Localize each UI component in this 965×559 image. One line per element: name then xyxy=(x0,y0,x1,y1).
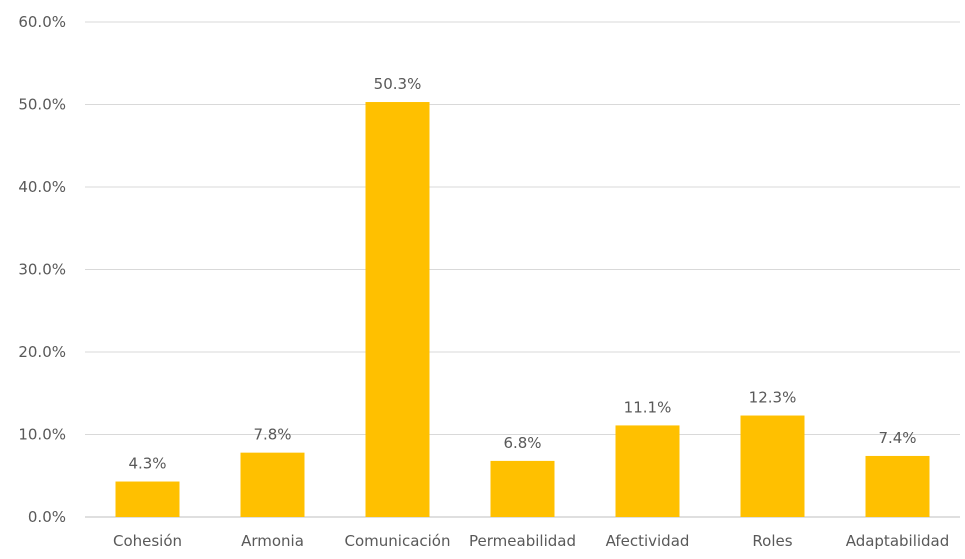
y-tick-label: 0.0% xyxy=(28,508,66,526)
x-tick-label: Permeabilidad xyxy=(469,532,576,550)
x-tick-label: Roles xyxy=(752,532,792,550)
y-tick-label: 40.0% xyxy=(18,178,66,196)
bar xyxy=(115,481,180,517)
bar xyxy=(615,425,680,517)
x-tick-label: Afectividad xyxy=(606,532,690,550)
x-tick-label: Cohesión xyxy=(113,532,182,550)
data-label: 11.1% xyxy=(624,398,672,416)
bar xyxy=(240,452,305,517)
data-label: 50.3% xyxy=(374,75,422,93)
y-tick-label: 50.0% xyxy=(18,96,66,114)
data-label: 12.3% xyxy=(749,389,797,407)
data-label: 4.3% xyxy=(128,455,166,473)
gridlines xyxy=(85,21,960,435)
y-tick-label: 30.0% xyxy=(18,261,66,279)
y-tick-labels: 0.0% 10.0% 20.0% 30.0% 40.0% 50.0% 60.0% xyxy=(18,13,66,526)
data-label: 7.4% xyxy=(878,429,916,447)
bar xyxy=(365,102,430,518)
x-tick-label: Comunicación xyxy=(345,532,451,550)
bar xyxy=(490,460,555,517)
y-tick-label: 60.0% xyxy=(18,13,66,31)
x-tick-label: Armonia xyxy=(241,532,304,550)
bar xyxy=(740,415,805,517)
data-labels: 4.3% 7.8% 50.3% 6.8% 11.1% 12.3% 7.4% xyxy=(128,75,916,473)
bars xyxy=(115,102,930,518)
y-tick-label: 10.0% xyxy=(18,426,66,444)
data-label: 6.8% xyxy=(503,434,541,452)
x-tick-labels: Cohesión Armonia Comunicación Permeabilidad… xyxy=(113,532,949,550)
y-tick-label: 20.0% xyxy=(18,343,66,361)
x-tick-label: Adaptabilidad xyxy=(846,532,950,550)
data-label: 7.8% xyxy=(253,426,291,444)
bar xyxy=(865,455,930,517)
